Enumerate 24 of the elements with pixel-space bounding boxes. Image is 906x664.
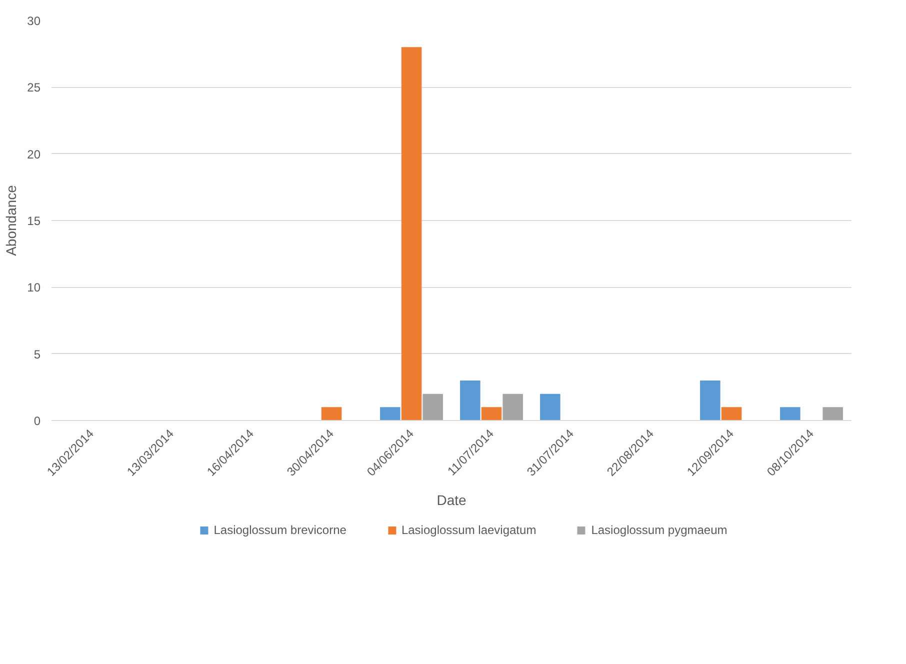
y-tick-label: 15: [27, 214, 41, 228]
bar: [380, 407, 400, 420]
bar: [321, 407, 342, 420]
legend-label: Lasioglossum pygmaeum: [591, 523, 728, 537]
y-tick-label: 25: [27, 80, 41, 95]
legend-label: Lasioglossum laevigatum: [401, 523, 536, 537]
bar: [401, 47, 422, 420]
bar: [502, 394, 523, 420]
bar: [700, 380, 720, 420]
y-tick-label: 20: [27, 147, 41, 162]
y-tick-label: 5: [34, 347, 41, 362]
y-tick-label: 0: [34, 414, 41, 428]
bar: [481, 407, 502, 420]
y-axis-title: Abondance: [3, 184, 20, 256]
bar: [822, 407, 843, 420]
bar: [460, 380, 480, 420]
y-tick-label: 10: [27, 280, 41, 295]
bar: [721, 407, 742, 420]
bar: [422, 394, 443, 420]
x-axis-title: Date: [436, 492, 466, 508]
bar: [540, 394, 560, 420]
bar: [780, 407, 800, 420]
legend-label: Lasioglossum brevicorne: [214, 523, 346, 537]
y-tick-label: 30: [27, 14, 41, 28]
